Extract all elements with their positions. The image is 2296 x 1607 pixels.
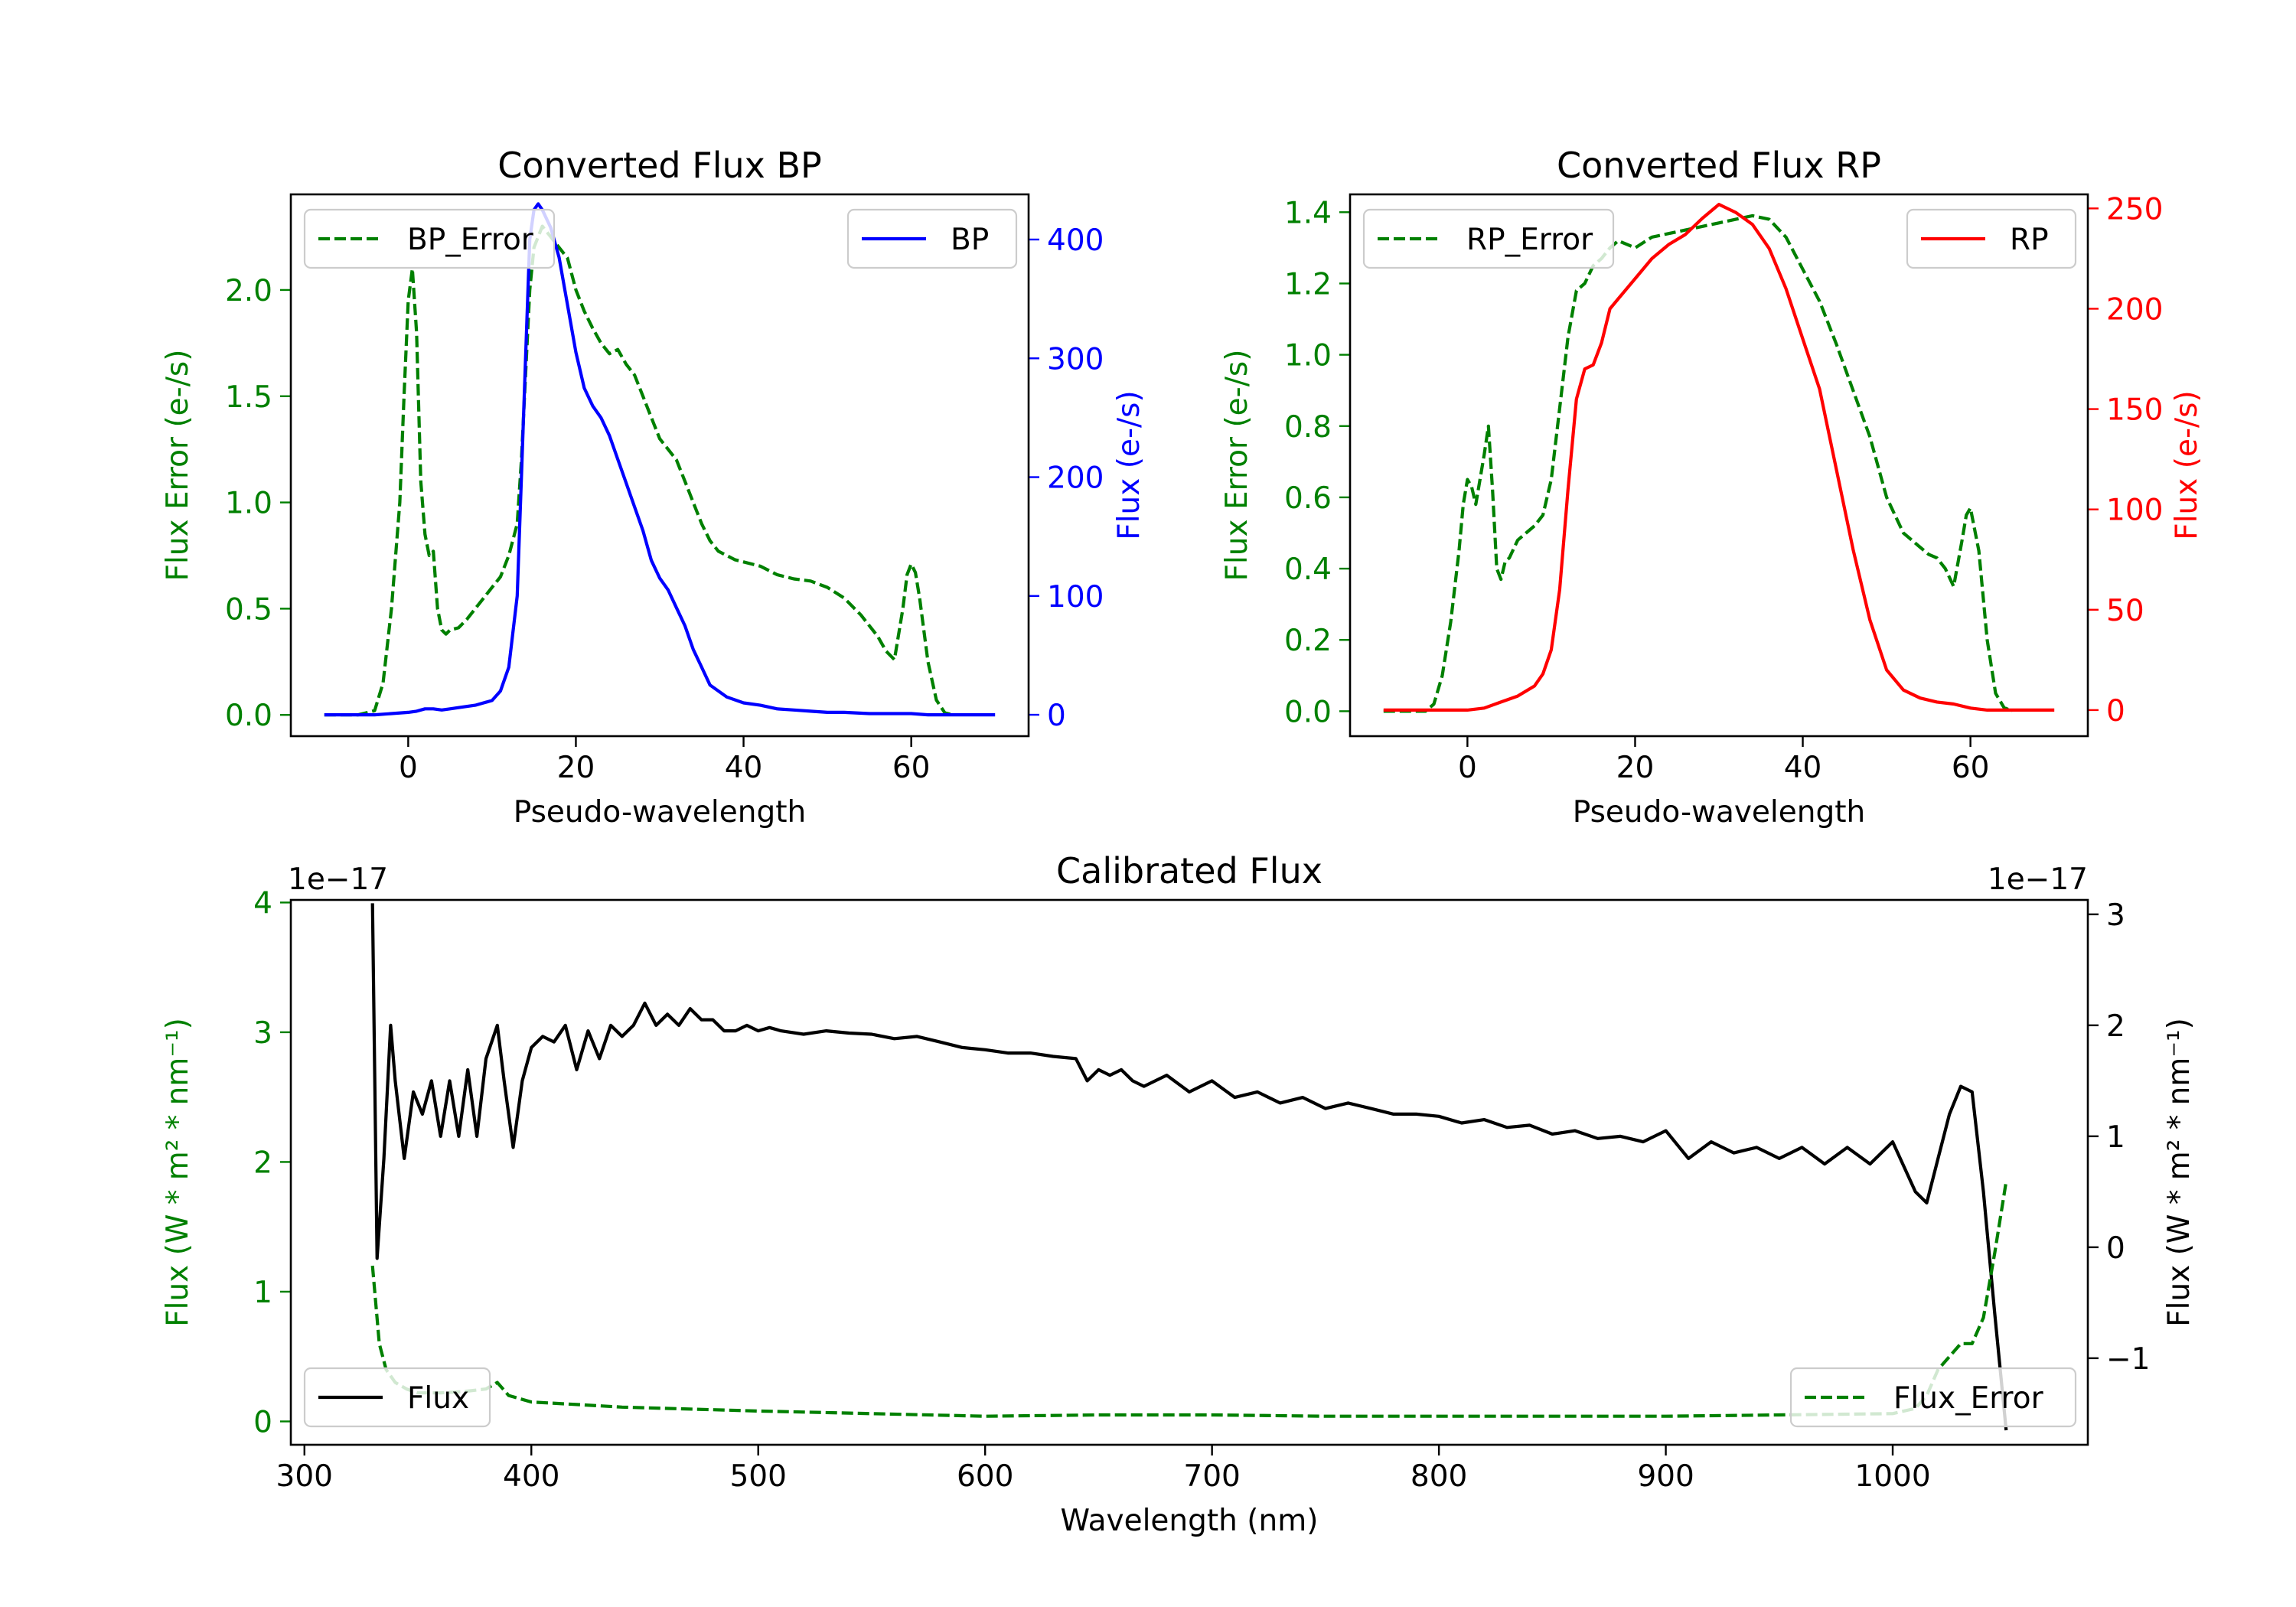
bp-chart: Converted Flux BP Pseudo-wavelength Flux… — [161, 145, 1146, 830]
flux-legend: Flux — [303, 1367, 491, 1428]
rp-axes-frame — [1349, 193, 2089, 738]
calibrated-x-tick-label-5: 800 — [1411, 1459, 1467, 1494]
calibrated-left-tick-label-0: 0 — [253, 1405, 272, 1439]
rp-flux-legend: RP — [1906, 208, 2077, 269]
calibrated-right-offset-text: 1e−17 — [1988, 862, 2088, 897]
bp-x-tick-label-1: 20 — [557, 751, 595, 785]
rp-left-tick-label-4: 0.8 — [1284, 410, 1332, 445]
bp-error-legend-label: BP_Error — [407, 223, 534, 257]
bp-chart-title: Converted Flux BP — [497, 145, 822, 186]
rp-plot-area: 0 20 40 60 0.0 0.2 0.4 0.6 0.8 1.0 1.2 1.4 0 50 100 150… — [1284, 192, 2163, 785]
bp-right-tick-label-2: 200 — [1047, 461, 1104, 496]
calibrated-plot-area: 300 400 500 600 700 800 900 1000 0 1 2 3 4 −1 0 1 2 3 — [253, 886, 2150, 1494]
rp-right-tick-label-1: 50 — [2106, 594, 2144, 628]
bp-error-legend: BP_Error — [303, 208, 556, 269]
calibrated-x-tick-label-2: 500 — [729, 1459, 786, 1494]
bp-series-bp-error — [324, 224, 954, 717]
bp-plot-area: 0 20 40 60 0.0 0.5 1.0 1.5 2.0 0 100 200 300 400 — [225, 193, 1104, 785]
rp-chart: Converted Flux RP Pseudo-wavelength Flux… — [1220, 145, 2204, 830]
rp-flux-legend-label: RP — [2010, 223, 2049, 257]
calibrated-x-tick-label-1: 400 — [503, 1459, 559, 1494]
rp-right-axis-label: Flux (e-/s) — [2170, 390, 2204, 539]
rp-left-tick-label-6: 1.2 — [1284, 267, 1332, 302]
calibrated-axes-frame — [289, 898, 2089, 1446]
flux-legend-label: Flux — [407, 1381, 469, 1416]
bp-right-tick-label-4: 400 — [1047, 223, 1104, 258]
bp-left-tick-label-3: 1.5 — [225, 380, 272, 415]
rp-left-axis-label: Flux Error (e-/s) — [1220, 350, 1254, 582]
rp-x-tick-label-0: 0 — [1458, 751, 1477, 785]
calibrated-x-tick-label-0: 300 — [276, 1459, 333, 1494]
bp-right-tick-label-3: 300 — [1047, 342, 1104, 376]
rp-left-tick-label-3: 0.6 — [1284, 481, 1332, 516]
calibrated-series-flux — [370, 903, 2008, 1431]
rp-x-tick-label-3: 60 — [1952, 751, 1990, 785]
calibrated-right-tick-label-2: 1 — [2106, 1120, 2125, 1155]
bp-left-tick-label-1: 0.5 — [225, 592, 272, 627]
calibrated-right-axis-label: Flux (W * m² * nm⁻¹) — [2162, 1018, 2197, 1327]
bp-x-tick-label-0: 0 — [399, 751, 418, 785]
rp-right-tick-label-2: 100 — [2106, 494, 2163, 528]
flux-error-legend-label: Flux_Error — [1893, 1381, 2044, 1416]
calibrated-right-tick-label-0: −1 — [2106, 1342, 2151, 1377]
bp-left-tick-label-0: 0.0 — [225, 699, 272, 733]
calibrated-chart: Calibrated Flux Wavelength (nm) Flux (W … — [161, 850, 2197, 1538]
rp-left-tick-label-0: 0.0 — [1284, 695, 1332, 729]
calibrated-left-axis-label: Flux (W * m² * nm⁻¹) — [161, 1018, 195, 1327]
bp-left-tick-label-2: 1.0 — [225, 487, 272, 521]
rp-left-tick-label-2: 0.4 — [1284, 553, 1332, 587]
bp-right-axis-label: Flux (e-/s) — [1112, 390, 1146, 539]
calibrated-left-tick-label-3: 3 — [253, 1016, 272, 1051]
rp-x-tick-label-1: 20 — [1616, 751, 1655, 785]
bp-right-tick-label-1: 100 — [1047, 580, 1104, 614]
calibrated-left-tick-label-1: 1 — [253, 1276, 272, 1310]
calibrated-x-tick-label-7: 1000 — [1854, 1459, 1930, 1494]
rp-x-axis-label: Pseudo-wavelength — [1573, 795, 1865, 830]
bp-x-axis-label: Pseudo-wavelength — [514, 795, 806, 830]
bp-left-tick-label-4: 2.0 — [225, 274, 272, 308]
calibrated-right-tick-label-4: 3 — [2106, 898, 2125, 933]
bp-right-tick-label-0: 0 — [1047, 699, 1066, 733]
rp-right-tick-label-5: 250 — [2106, 192, 2163, 227]
bp-axes-frame — [289, 193, 1030, 738]
rp-left-tick-label-1: 0.2 — [1284, 624, 1332, 658]
rp-right-tick-label-3: 150 — [2106, 393, 2163, 428]
calibrated-x-axis-label: Wavelength (nm) — [1061, 1504, 1319, 1538]
bp-x-tick-label-2: 40 — [725, 751, 763, 785]
rp-right-tick-label-0: 0 — [2106, 694, 2125, 729]
bp-flux-legend: BP — [846, 208, 1018, 269]
rp-series-rp — [1383, 203, 2055, 712]
bp-flux-legend-label: BP — [951, 223, 989, 257]
calibrated-right-tick-label-3: 2 — [2106, 1009, 2125, 1044]
calibrated-x-tick-label-3: 600 — [957, 1459, 1013, 1494]
rp-error-legend-label: RP_Error — [1466, 223, 1593, 257]
bp-series-bp — [324, 202, 996, 717]
calibrated-x-tick-label-6: 900 — [1637, 1459, 1694, 1494]
rp-series-rp-error — [1383, 214, 2014, 713]
rp-x-tick-label-2: 40 — [1784, 751, 1822, 785]
calibrated-x-tick-label-4: 700 — [1183, 1459, 1240, 1494]
rp-error-legend: RP_Error — [1362, 208, 1615, 269]
rp-chart-title: Converted Flux RP — [1557, 145, 1881, 186]
calibrated-left-offset-text: 1e−17 — [288, 862, 388, 897]
bp-left-axis-label: Flux Error (e-/s) — [161, 350, 195, 582]
bp-x-tick-label-3: 60 — [892, 751, 931, 785]
flux-error-legend: Flux_Error — [1789, 1367, 2077, 1428]
calibrated-left-tick-label-2: 2 — [253, 1146, 272, 1180]
rp-left-tick-label-5: 1.0 — [1284, 339, 1332, 373]
calibrated-chart-title: Calibrated Flux — [1056, 850, 1322, 892]
calibrated-left-tick-label-4: 4 — [253, 886, 272, 921]
calibrated-right-tick-label-1: 0 — [2106, 1231, 2125, 1266]
rp-right-tick-label-4: 200 — [2106, 292, 2163, 327]
rp-left-tick-label-7: 1.4 — [1284, 196, 1332, 230]
